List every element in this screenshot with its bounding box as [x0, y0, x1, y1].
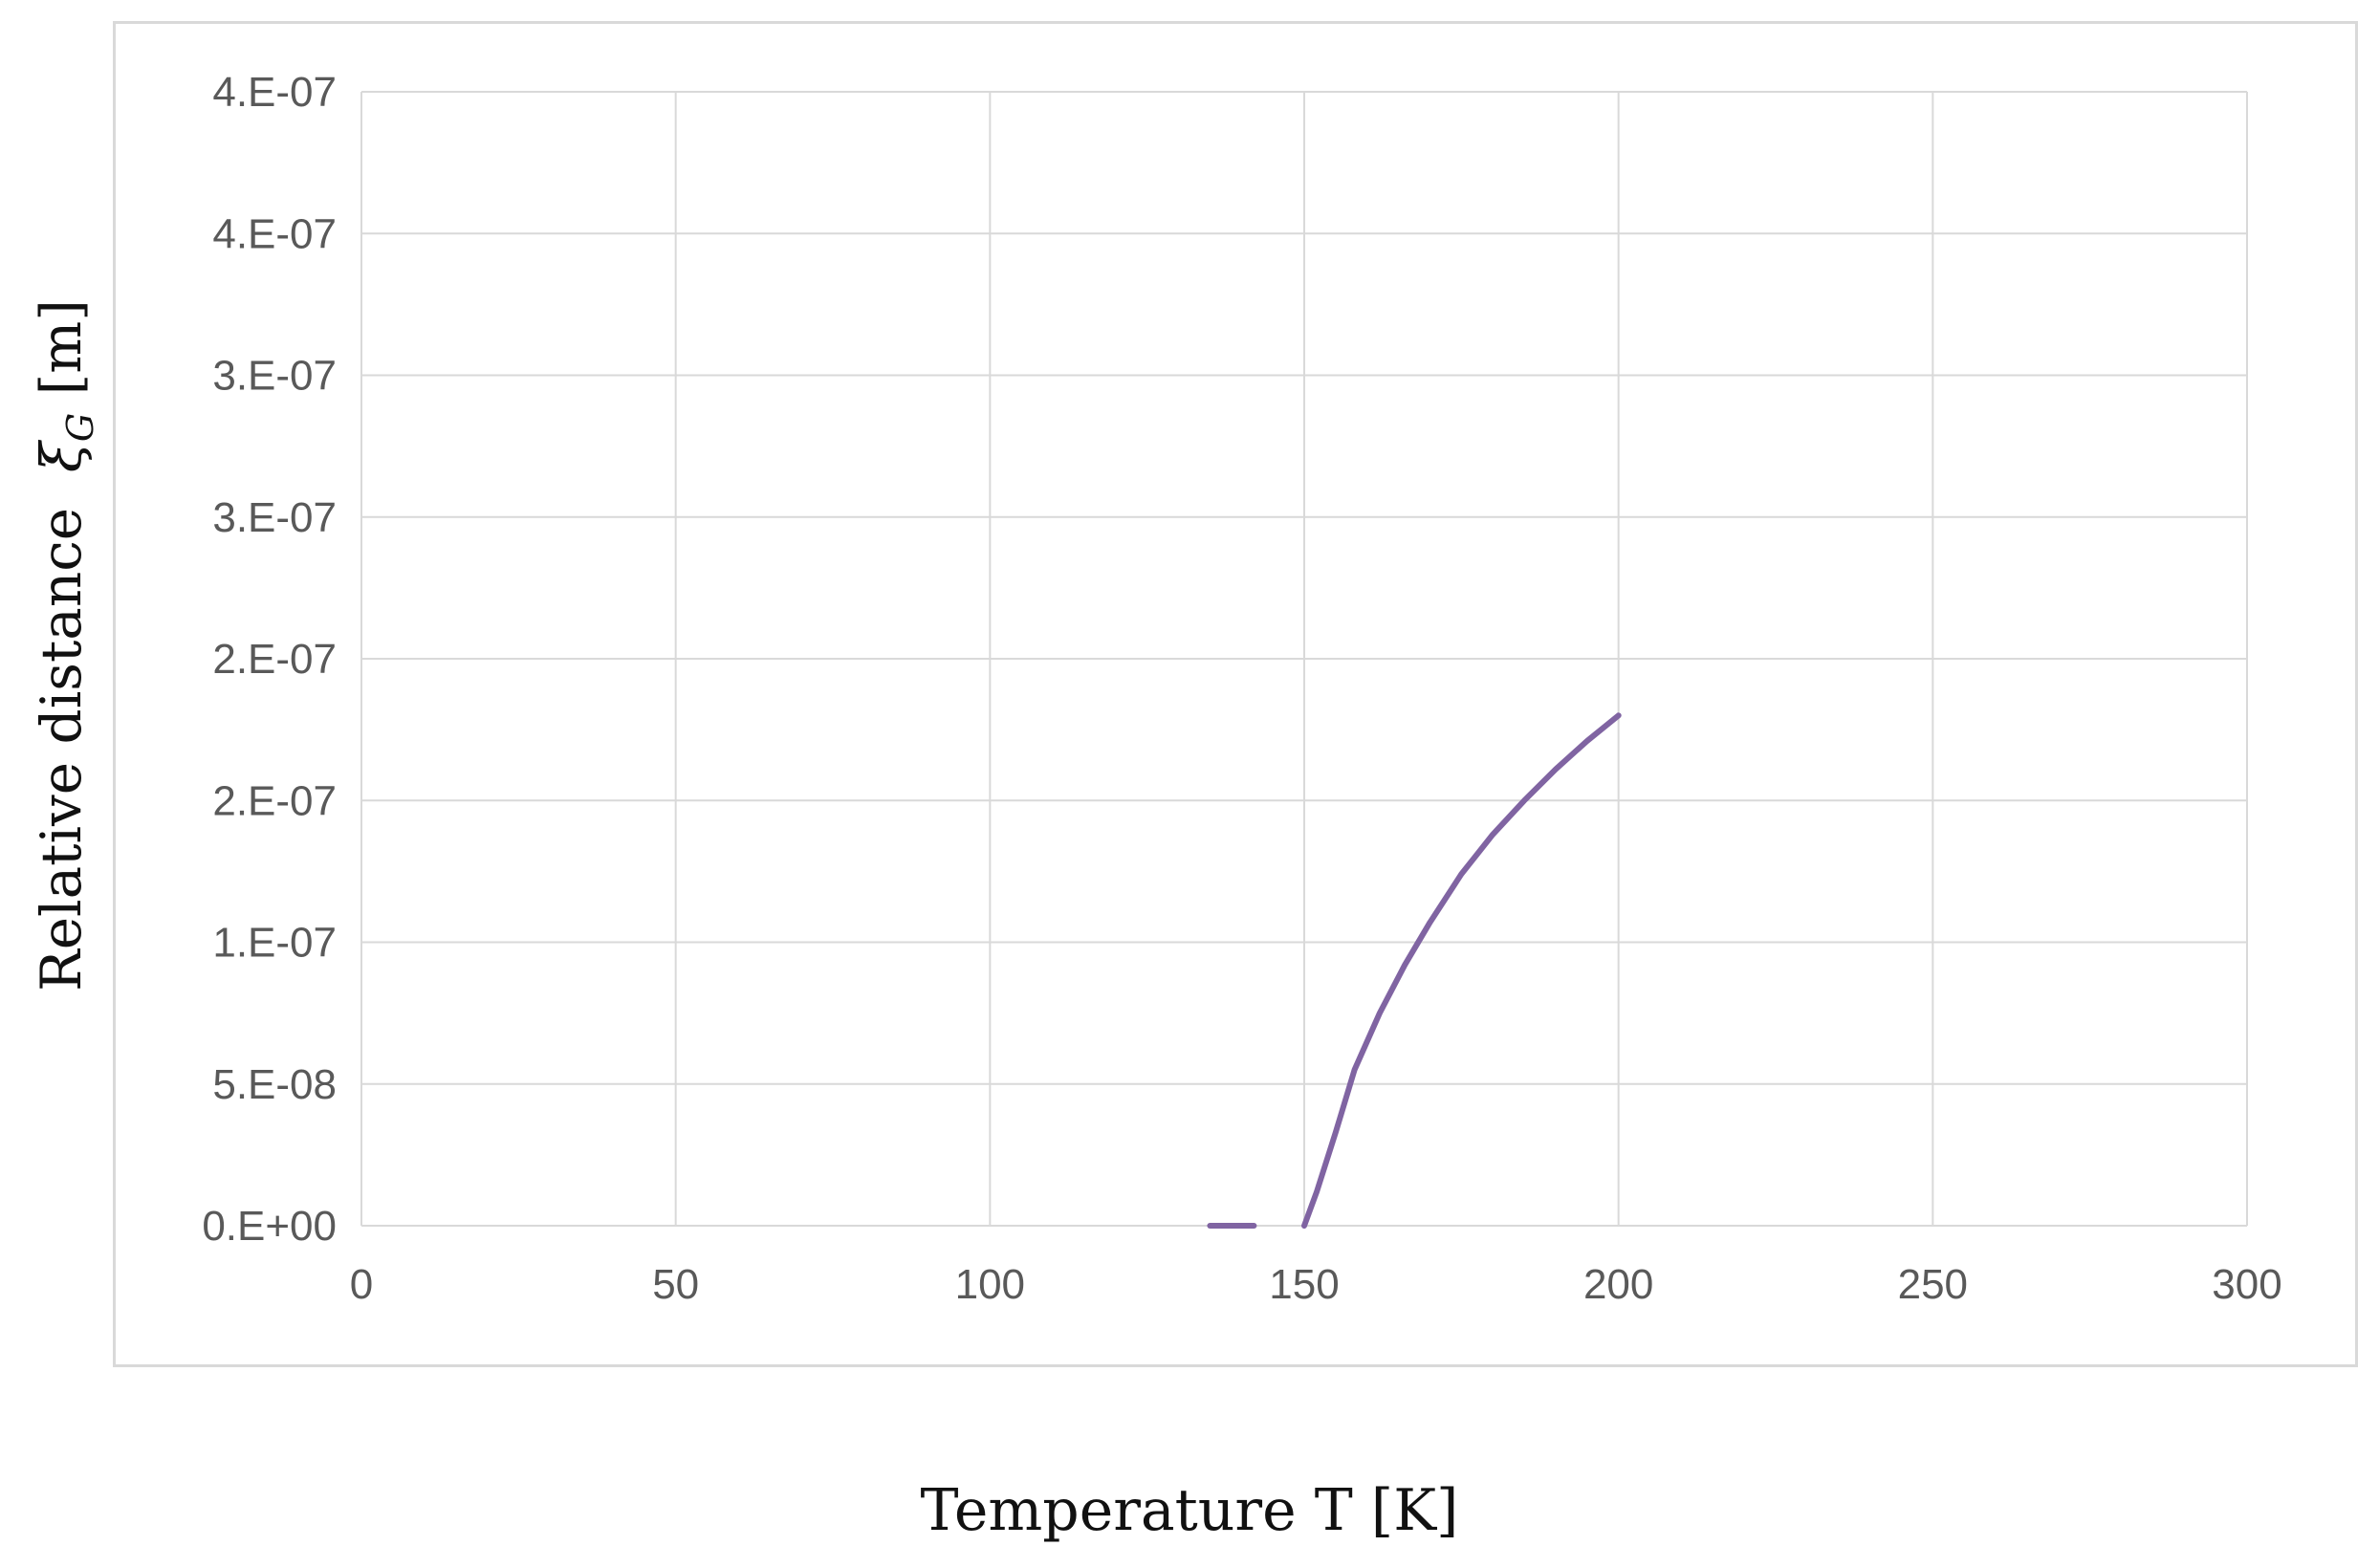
y-tick-label: 2.E-07 — [212, 636, 337, 683]
y-axis-title-symbol: ξ — [29, 442, 95, 473]
x-axis-title: Temperature T [K] — [920, 1477, 1459, 1544]
y-axis-title-subscript: G — [58, 412, 101, 443]
x-tick-label: 100 — [955, 1261, 1025, 1308]
y-tick-label: 0.E+00 — [202, 1203, 337, 1250]
y-tick-label: 2.E-07 — [212, 777, 337, 824]
y-tick-label: 3.E-07 — [212, 494, 337, 541]
series-layer — [1207, 712, 1622, 1229]
y-tick-label: 4.E-07 — [212, 69, 337, 116]
x-tick-label: 150 — [1269, 1261, 1339, 1308]
chart-frame — [113, 21, 2358, 1367]
y-axis-title: Relative distance ξG [m] — [29, 299, 101, 991]
x-tick-label: 200 — [1583, 1261, 1653, 1308]
x-tick-label: 300 — [2212, 1261, 2281, 1308]
y-axis-title-unit: [m] — [29, 299, 95, 396]
y-tick-label: 5.E-08 — [212, 1061, 337, 1108]
series-line — [1301, 712, 1622, 1229]
x-tick-label: 250 — [1898, 1261, 1968, 1308]
y-tick-label: 1.E-07 — [212, 920, 337, 967]
tick-labels: 0.E+00 5.E-08 1.E-07 2.E-07 2.E-07 3.E-07 3.E-… — [202, 69, 2281, 1308]
y-axis-title-text: Relative distance — [29, 507, 95, 991]
y-tick-label: 3.E-07 — [212, 353, 337, 400]
grid — [360, 91, 2248, 1227]
y-tick-label: 4.E-07 — [212, 210, 337, 257]
x-tick-label: 50 — [652, 1261, 699, 1308]
x-tick-label: 0 — [350, 1261, 373, 1308]
